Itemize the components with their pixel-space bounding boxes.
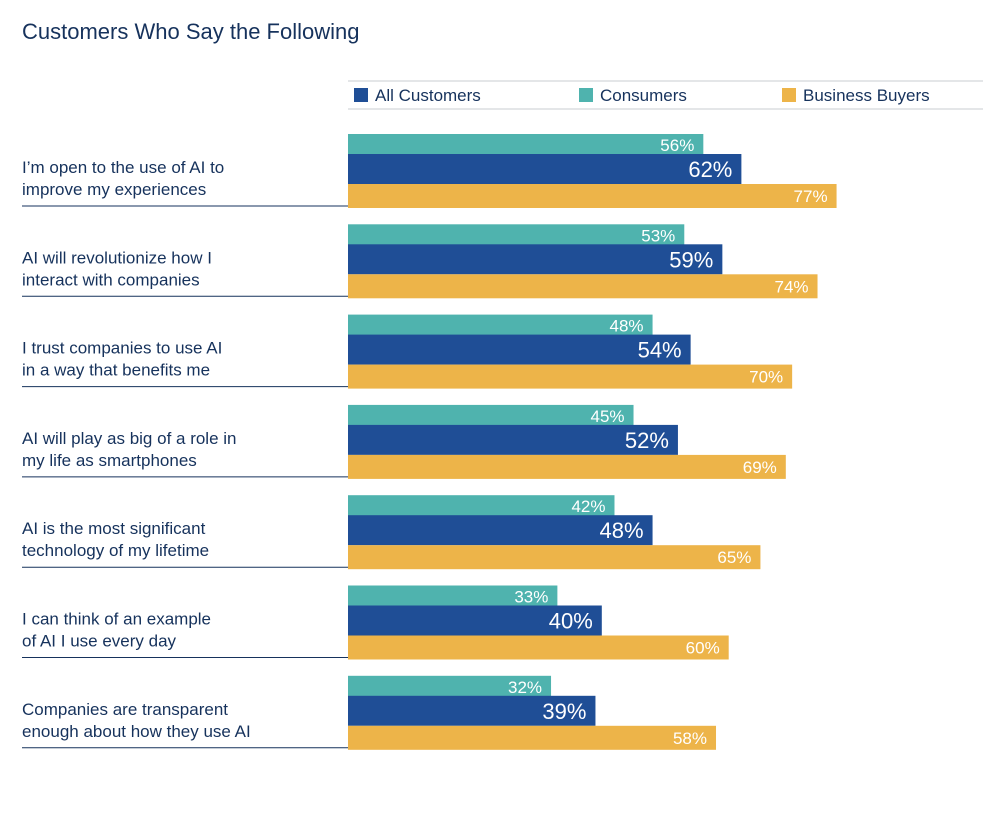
bar-group: AI will play as big of a role in my life … [22,404,786,479]
bar-group: AI will revolutionize how I interact with… [22,224,818,299]
category-label: AI will revolutionize how I [22,248,212,267]
plot-area: I’m open to the use of AI to improve my e… [22,134,837,750]
bar-business-buyers [348,545,761,570]
bar-group: I trust companies to use AI in a way that… [22,314,793,389]
bar-group: I can think of an example of AI I use eve… [22,585,729,660]
bar-group: AI is the most significant technology of … [22,495,761,570]
category-label: technology of my lifetime [22,541,209,560]
legend-label-business-buyers: Business Buyers [803,86,930,105]
legend-label-consumers: Consumers [600,86,687,105]
data-label-consumers: 56% [660,136,694,155]
bar-business-buyers [348,635,729,660]
bar-all-customers [348,424,678,455]
data-label-all-customers: 48% [600,518,644,543]
bar-all-customers [348,515,653,546]
data-label-business-buyers: 65% [717,548,751,567]
data-label-business-buyers: 60% [686,639,720,658]
chart-title: Customers Who Say the Following [22,19,360,44]
legend-swatch-business-buyers [782,88,796,102]
bar-business-buyers [348,184,837,208]
data-label-consumers: 53% [641,226,675,245]
category-label: improve my experiences [22,180,206,199]
data-label-business-buyers: 58% [673,729,707,748]
category-label: interact with companies [22,270,200,289]
bar-business-buyers [348,725,717,750]
data-label-all-customers: 62% [688,157,732,182]
bar-business-buyers [348,364,793,389]
legend-swatch-all-customers [354,88,368,102]
category-label: my life as smartphones [22,451,197,470]
bar-all-customers [348,695,596,726]
data-label-all-customers: 40% [549,609,593,634]
bar-consumers [348,675,552,698]
data-label-consumers: 45% [590,407,624,426]
data-label-consumers: 42% [571,497,605,516]
data-label-business-buyers: 74% [774,277,808,296]
bar-all-customers [348,334,691,365]
bar-consumers [348,224,685,247]
bar-consumers [348,585,558,608]
legend: All Customers Consumers Business Buyers [348,80,983,110]
bar-group: I’m open to the use of AI to improve my e… [22,134,837,208]
category-label: in a way that benefits me [22,361,210,380]
bar-all-customers [348,154,742,184]
bar-consumers [348,134,704,156]
category-label: AI is the most significant [22,519,206,538]
bar-consumers [348,495,615,518]
data-label-consumers: 33% [514,588,548,607]
bar-business-buyers [348,454,786,479]
data-label-consumers: 48% [610,317,644,336]
legend-label-all-customers: All Customers [375,86,481,105]
category-label: AI will play as big of a role in [22,429,237,448]
bar-business-buyers [348,274,818,299]
category-label: Companies are transparent [22,700,228,719]
bar-consumers [348,314,653,337]
data-label-business-buyers: 70% [749,368,783,387]
category-label: enough about how they use AI [22,722,251,741]
data-label-consumers: 32% [508,678,542,697]
data-label-all-customers: 54% [638,338,682,363]
data-label-business-buyers: 77% [794,187,828,206]
data-label-business-buyers: 69% [743,458,777,477]
data-label-all-customers: 52% [625,428,669,453]
data-label-all-customers: 59% [669,247,713,272]
category-label: I trust companies to use AI [22,339,222,358]
bar-group: Companies are transparent enough about ho… [22,675,717,750]
legend-swatch-consumers [579,88,593,102]
category-label: I can think of an example [22,610,211,629]
data-label-all-customers: 39% [542,699,586,724]
bar-all-customers [348,244,723,275]
category-label: I’m open to the use of AI to [22,158,224,177]
bar-all-customers [348,605,602,636]
bar-consumers [348,404,634,427]
category-label: of AI I use every day [22,632,177,651]
